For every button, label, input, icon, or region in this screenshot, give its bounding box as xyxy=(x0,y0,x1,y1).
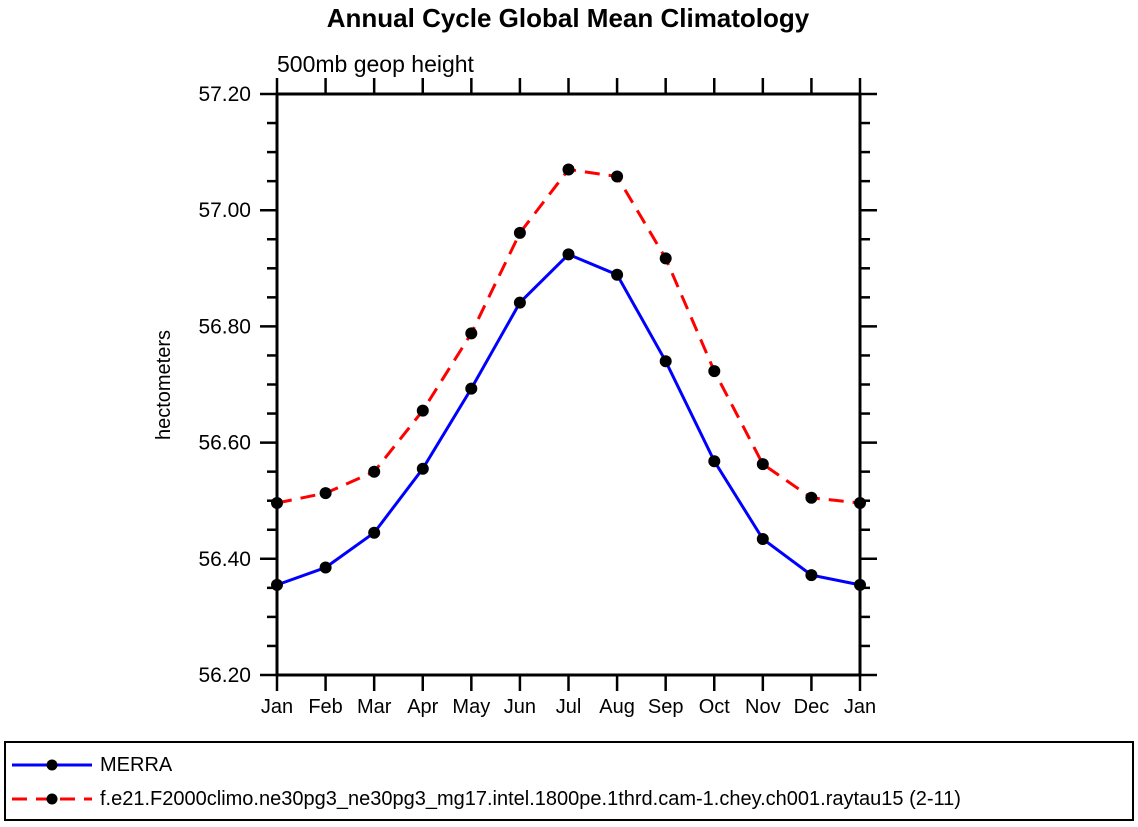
data-point-marker xyxy=(271,578,283,591)
x-tick-label: Feb xyxy=(308,696,342,718)
chart-legend: MERRA f.e21.F2000climo.ne30pg3_ne30pg3_mg… xyxy=(4,741,1134,821)
legend-line-sample xyxy=(12,759,92,771)
x-tick-label: Dec xyxy=(794,696,830,718)
data-point-marker xyxy=(659,252,672,265)
data-point-marker xyxy=(562,163,575,176)
data-point-marker xyxy=(319,561,332,574)
data-point-marker xyxy=(368,465,381,478)
x-tick-label: Jan xyxy=(844,696,876,718)
y-tick-label: 57.00 xyxy=(198,199,251,222)
series-line-model xyxy=(276,167,861,505)
data-point-marker xyxy=(611,170,624,183)
data-point-marker xyxy=(416,404,429,417)
data-point-marker xyxy=(513,296,526,309)
legend-marker-dot xyxy=(46,793,58,805)
chart-title: Annual Cycle Global Mean Climatology xyxy=(327,3,810,33)
annual-cycle-chart: Annual Cycle Global Mean Climatology 500… xyxy=(153,3,877,718)
legend-label: f.e21.F2000climo.ne30pg3_ne30pg3_mg17.in… xyxy=(100,787,961,810)
x-tick-label: Sep xyxy=(648,696,684,718)
y-tick-label: 56.40 xyxy=(198,548,251,571)
data-point-marker xyxy=(465,327,478,340)
legend-marker-dot xyxy=(46,759,58,771)
data-point-marker xyxy=(416,462,429,475)
y-tick-label: 56.20 xyxy=(198,664,251,687)
chart-subtitle: 500mb geop height xyxy=(277,51,475,77)
series-layer xyxy=(271,163,866,591)
data-point-marker xyxy=(368,526,381,539)
data-point-marker xyxy=(513,226,526,239)
x-tick-label: Oct xyxy=(699,696,731,718)
legend-entry-merra: MERRA xyxy=(10,748,1132,782)
y-tick-label: 56.80 xyxy=(198,315,251,338)
data-point-marker xyxy=(854,578,866,591)
legend-label: MERRA xyxy=(100,753,173,776)
x-tick-label: Jun xyxy=(504,696,536,718)
x-tick-label: Jan xyxy=(261,696,293,718)
axis-layer: 56.20 56.40 56.60 56.80 57.00 57.20 Jan Feb Mar A… xyxy=(198,78,877,718)
data-point-marker xyxy=(659,355,672,368)
y-tick-label: 56.60 xyxy=(198,432,251,455)
legend-line-sample xyxy=(12,793,92,805)
data-point-marker xyxy=(756,458,769,471)
plot-frame xyxy=(275,92,862,677)
x-tick-label: Aug xyxy=(599,696,635,718)
x-tick-label: May xyxy=(452,696,490,718)
y-axis-title: hectometers xyxy=(153,330,175,440)
data-point-marker xyxy=(854,497,866,509)
data-point-marker xyxy=(805,569,818,582)
data-point-marker xyxy=(805,491,818,504)
data-point-marker xyxy=(708,365,721,378)
data-point-marker xyxy=(708,455,721,468)
x-tick-label: Jul xyxy=(556,696,582,718)
x-tick-label: Nov xyxy=(745,696,781,718)
y-tick-label: 57.20 xyxy=(198,83,251,106)
x-tick-label: Apr xyxy=(407,696,438,718)
data-point-marker xyxy=(465,382,478,395)
x-tick-label: Mar xyxy=(357,696,392,718)
series-line-merra xyxy=(276,252,861,587)
data-point-marker xyxy=(756,533,769,545)
data-point-marker xyxy=(319,487,332,500)
data-point-marker xyxy=(271,497,283,509)
data-point-marker xyxy=(562,248,575,261)
legend-entry-model: f.e21.F2000climo.ne30pg3_ne30pg3_mg17.in… xyxy=(10,782,1132,816)
data-point-marker xyxy=(611,268,624,281)
